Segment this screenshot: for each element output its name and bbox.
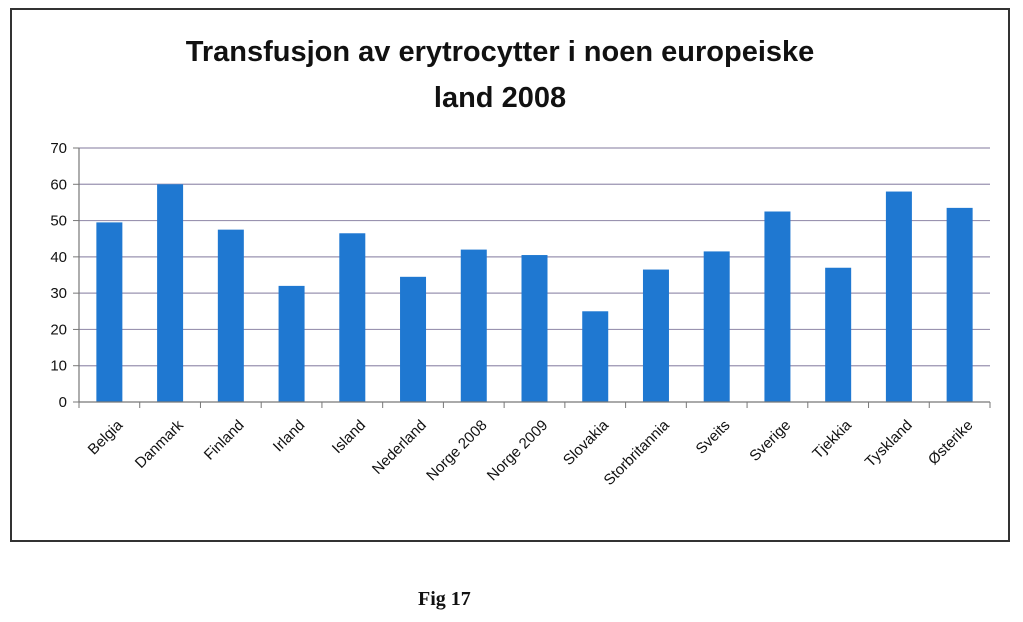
bar (946, 207, 973, 402)
x-tick-label: Irland (270, 417, 309, 456)
bar (157, 184, 184, 402)
x-tick-label: Slovakia (560, 416, 613, 469)
chart-title-line-1: Transfusjon av erytrocytter i noen europ… (186, 36, 815, 68)
bar (400, 276, 427, 402)
x-axis: Belgia Danmark Finland Irland Island Nederlan… (78, 401, 991, 489)
y-axis: 0 10 20 30 40 50 60 70 (50, 140, 80, 411)
y-tick-label: 70 (50, 140, 67, 157)
x-tick-label: Østerike (925, 417, 977, 469)
figure-caption: Fig 17 (418, 588, 471, 610)
bar-chart: Transfusjon av erytrocytter i noen europ… (50, 36, 991, 489)
y-tick-label: 30 (50, 285, 67, 302)
bar (278, 285, 305, 402)
bar (764, 211, 791, 402)
bar (582, 311, 609, 402)
x-tick-label: Tjekkia (809, 416, 855, 462)
bar (339, 233, 366, 402)
bar (642, 269, 669, 402)
y-tick-label: 20 (50, 321, 67, 338)
bars (96, 184, 973, 402)
bar (460, 249, 487, 402)
x-tick-label: Finland (201, 417, 248, 464)
x-tick-label: Sveits (693, 417, 734, 458)
chart-title: Transfusjon av erytrocytter i noen europ… (186, 36, 815, 114)
x-tick-label: Belgia (85, 416, 127, 458)
bar (703, 251, 730, 402)
y-tick-label: 40 (50, 249, 67, 266)
x-tick-label: Sverige (746, 417, 794, 465)
bar (217, 229, 244, 402)
x-tick-label: Norge 2008 (423, 417, 490, 484)
chart-title-line-2: land 2008 (434, 82, 566, 114)
bar (825, 267, 852, 402)
x-tick-label: Nederland (369, 417, 430, 478)
bar (885, 191, 912, 402)
y-tick-label: 60 (50, 176, 67, 193)
bar (521, 255, 548, 402)
chart-frame: Transfusjon av erytrocytter i noen europ… (10, 8, 1010, 542)
x-tick-label: Norge 2009 (484, 417, 551, 484)
y-tick-label: 50 (50, 213, 67, 230)
x-tick-label: Danmark (132, 416, 187, 471)
y-tick-label: 0 (59, 394, 67, 411)
y-tick-label: 10 (50, 358, 67, 375)
x-tick-label: Storbritannia (601, 416, 674, 489)
bar (96, 222, 123, 402)
x-tick-label: Island (329, 417, 369, 457)
x-tick-label: Tyskland (862, 417, 916, 471)
